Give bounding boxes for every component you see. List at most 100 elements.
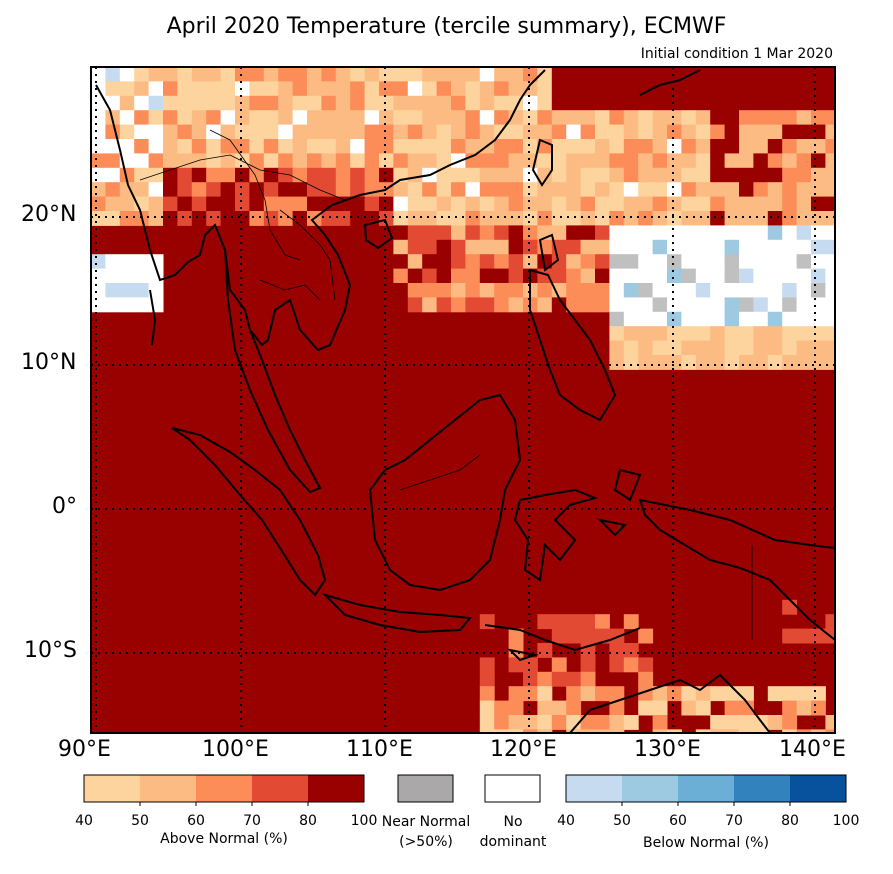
tercile-cell <box>537 167 553 183</box>
tercile-cell <box>724 355 740 370</box>
tercile-cell <box>580 715 596 730</box>
tercile-cell <box>551 268 567 284</box>
tercile-cell <box>292 211 308 226</box>
tercile-cell <box>220 124 236 140</box>
tercile-cell <box>695 153 711 169</box>
tercile-cell <box>825 297 835 313</box>
colorbar-segment <box>252 775 308 802</box>
tercile-cell <box>292 67 308 82</box>
tercile-cell <box>465 239 481 255</box>
tercile-cell <box>451 124 466 140</box>
tercile-cell <box>163 196 178 212</box>
tercile-cell <box>623 355 639 370</box>
tercile-cell <box>782 153 798 169</box>
tercile-cell <box>767 297 783 313</box>
tercile-cell <box>695 355 711 370</box>
tercile-cell <box>393 124 409 140</box>
tercile-cell <box>134 67 150 82</box>
tercile-cell <box>148 67 164 82</box>
tercile-cell <box>652 139 668 154</box>
lon-label-130: 130°E <box>634 737 701 762</box>
tercile-cell <box>523 182 538 198</box>
tercile-cell <box>796 196 812 212</box>
tercile-cell <box>551 95 567 111</box>
tercile-cell <box>436 95 452 111</box>
tercile-cell <box>479 283 495 298</box>
tercile-cell <box>667 268 682 284</box>
tercile-cell <box>134 81 150 97</box>
colorbar-frame <box>83 774 365 803</box>
tercile-cell <box>235 124 250 140</box>
map-title: April 2020 Temperature (tercile summary)… <box>166 14 727 39</box>
tercile-cell <box>796 139 812 154</box>
tercile-cell <box>753 729 769 733</box>
tercile-cell <box>724 311 740 327</box>
tercile-cell <box>638 182 654 198</box>
tercile-cell <box>609 268 625 284</box>
tercile-cell <box>479 239 495 255</box>
tercile-cell <box>638 110 654 126</box>
tercile-cell <box>278 167 294 183</box>
tercile-cell <box>551 153 567 169</box>
tercile-cell <box>249 196 265 212</box>
tercile-cell <box>494 715 510 730</box>
tercile-cell <box>263 139 279 154</box>
colorbar-segment <box>140 775 196 802</box>
tercile-cell <box>580 139 596 154</box>
tercile-cell <box>321 67 337 82</box>
tercile-cell <box>609 355 625 370</box>
tercile-cell <box>249 167 265 183</box>
tercile-cell <box>681 196 697 212</box>
tercile-cell <box>422 153 438 169</box>
tercile-cell <box>249 95 265 111</box>
tercile-cell <box>551 196 567 212</box>
tercile-cell <box>479 81 495 97</box>
tercile-cell <box>148 81 164 97</box>
tercile-cell <box>479 715 495 730</box>
tercile-cell <box>523 715 538 730</box>
tercile-cell <box>710 326 726 342</box>
tercile-cell <box>695 700 711 716</box>
tercile-cell <box>710 225 726 241</box>
tercile-cell <box>177 81 193 97</box>
tercile-cell <box>667 196 682 212</box>
tercile-cell <box>436 268 452 284</box>
tercile-cell <box>767 225 783 241</box>
tercile-cell <box>335 139 351 154</box>
tercile-cell <box>422 110 438 126</box>
tercile-cell <box>278 110 294 126</box>
tercile-cell <box>393 196 409 212</box>
tercile-cell <box>811 297 826 313</box>
tercile-cell <box>379 95 394 111</box>
tercile-cell <box>422 225 438 241</box>
tercile-cell <box>782 340 798 356</box>
tercile-cell <box>580 124 596 140</box>
tercile-cell <box>407 139 423 154</box>
tercile-cell <box>595 715 610 730</box>
above-tick-label: 50 <box>131 813 149 829</box>
tercile-cell <box>753 139 769 154</box>
tercile-cell <box>436 283 452 298</box>
tercile-cell <box>451 283 466 298</box>
tercile-cell <box>695 95 711 111</box>
tercile-cell <box>782 254 798 270</box>
tercile-cell <box>638 268 654 284</box>
tercile-cell <box>494 225 510 241</box>
tercile-cell <box>710 153 726 169</box>
tercile-cell <box>508 700 524 716</box>
tercile-cell <box>739 355 754 370</box>
tercile-cell <box>551 671 567 687</box>
tercile-cell <box>91 211 106 226</box>
tercile-cell <box>206 81 222 97</box>
tercile-cell <box>753 110 769 126</box>
tercile-cell <box>220 182 236 198</box>
tercile-cell <box>105 67 121 82</box>
below-tick-label: 50 <box>613 813 631 829</box>
tercile-cell <box>652 283 668 298</box>
tercile-cell <box>638 254 654 270</box>
tercile-cell <box>119 167 135 183</box>
tercile-cell <box>681 167 697 183</box>
colorbar-segment <box>308 775 364 802</box>
tercile-cell <box>609 254 625 270</box>
tercile-cell <box>811 67 826 82</box>
